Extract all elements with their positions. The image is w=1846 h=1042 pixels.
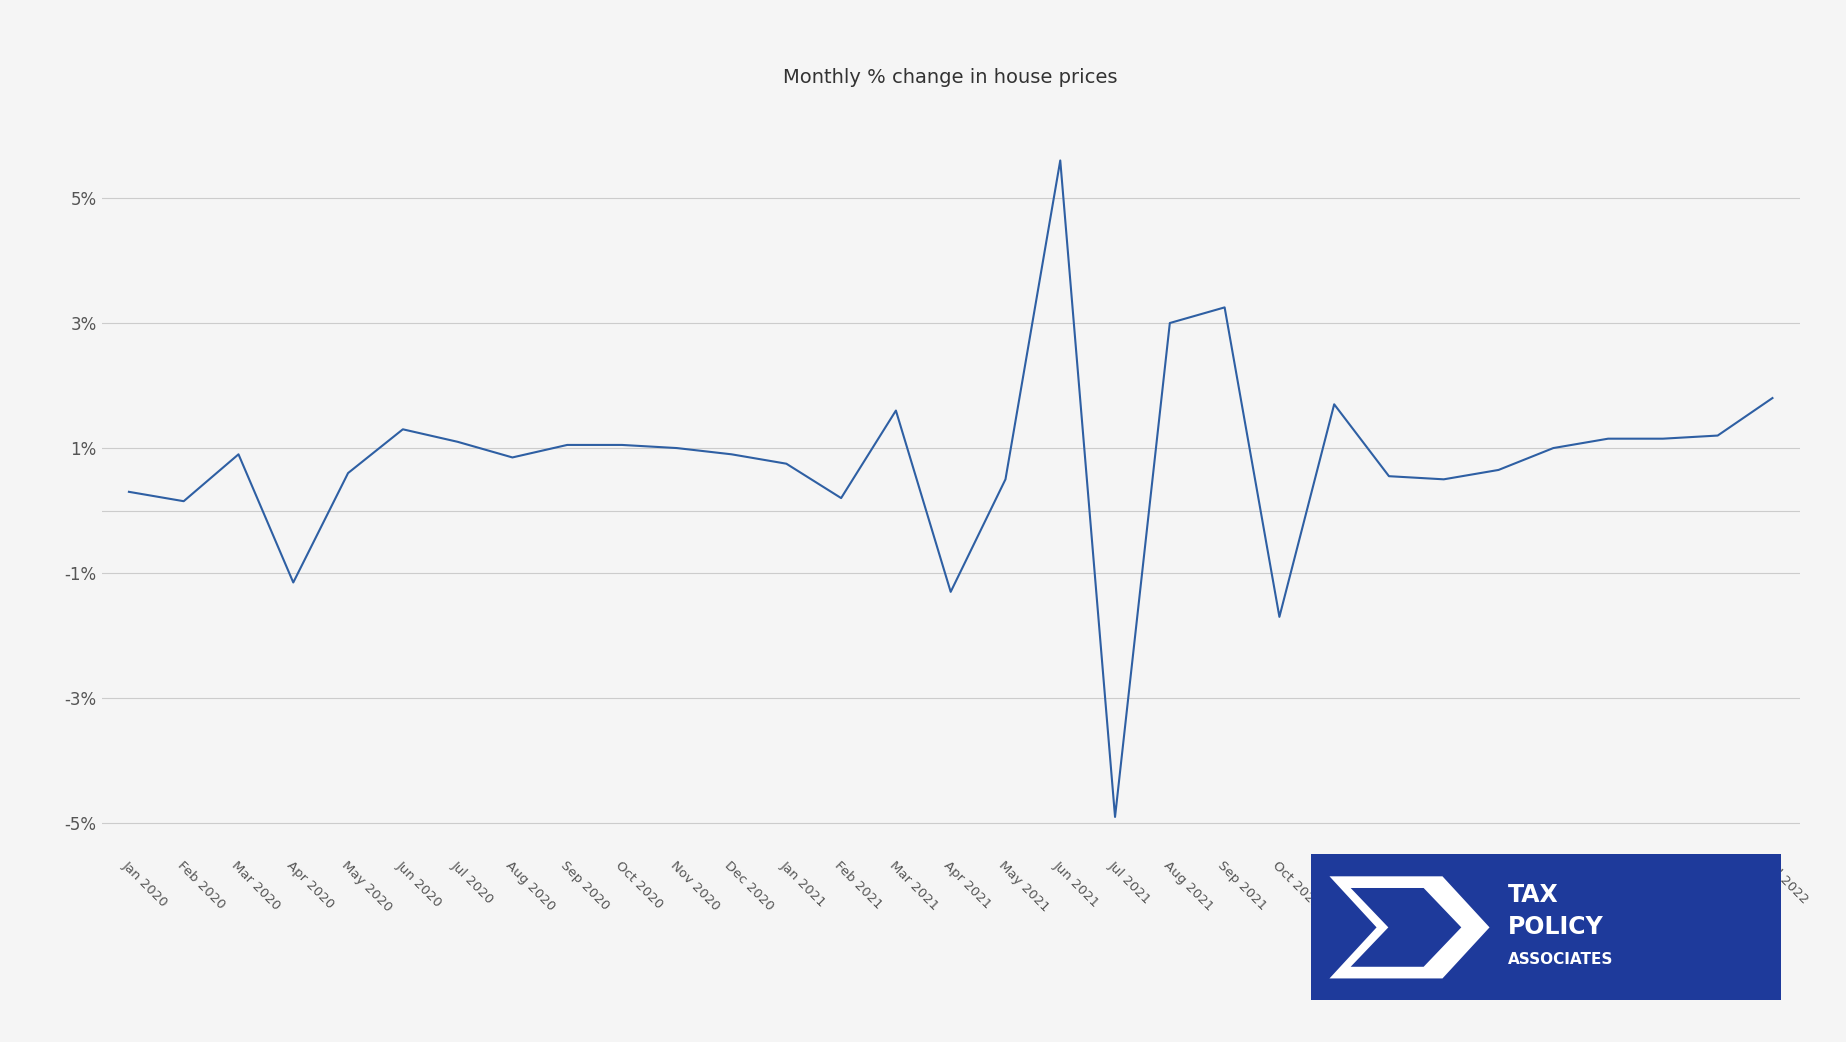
Text: TAX: TAX [1508, 884, 1560, 908]
Text: POLICY: POLICY [1508, 915, 1604, 940]
Text: ASSOCIATES: ASSOCIATES [1508, 952, 1613, 967]
Polygon shape [1329, 876, 1490, 978]
Title: Monthly % change in house prices: Monthly % change in house prices [783, 69, 1119, 88]
Polygon shape [1351, 888, 1462, 967]
